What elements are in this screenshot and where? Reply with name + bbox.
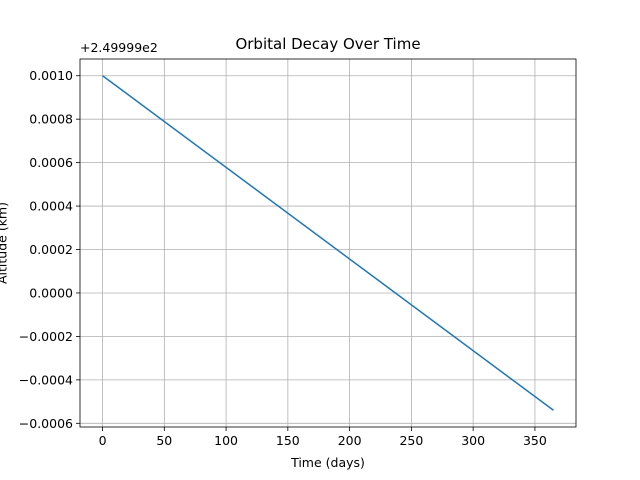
y-offset-text: +2.49999e2 <box>80 40 158 55</box>
y-tick-label: 0.0006 <box>29 155 73 170</box>
y-tick-label: 0.0008 <box>29 112 73 127</box>
x-tick-label: 0 <box>99 433 107 448</box>
x-tick-label: 350 <box>523 433 547 448</box>
plot-frame <box>79 58 577 428</box>
y-tick-label: −0.0002 <box>19 329 73 344</box>
chart-title: Orbital Decay Over Time <box>235 35 420 53</box>
x-tick-label: 150 <box>276 433 300 448</box>
x-axis-label: Time (days) <box>290 455 365 470</box>
x-tick-label: 50 <box>156 433 172 448</box>
x-tick-label: 300 <box>461 433 485 448</box>
y-tick-label: 0.0000 <box>29 285 73 300</box>
x-tick-label: 100 <box>214 433 238 448</box>
data-line <box>102 75 554 411</box>
y-tick-label: 0.0002 <box>29 242 73 257</box>
x-tick-label: 200 <box>338 433 362 448</box>
y-tick-label: −0.0006 <box>19 416 73 431</box>
x-tick-label: 250 <box>399 433 423 448</box>
y-tick-label: 0.0004 <box>29 199 73 214</box>
y-tick-label: −0.0004 <box>19 372 73 387</box>
y-tick-label: 0.0010 <box>29 68 73 83</box>
y-axis-label: Altitude (km) <box>0 202 10 284</box>
